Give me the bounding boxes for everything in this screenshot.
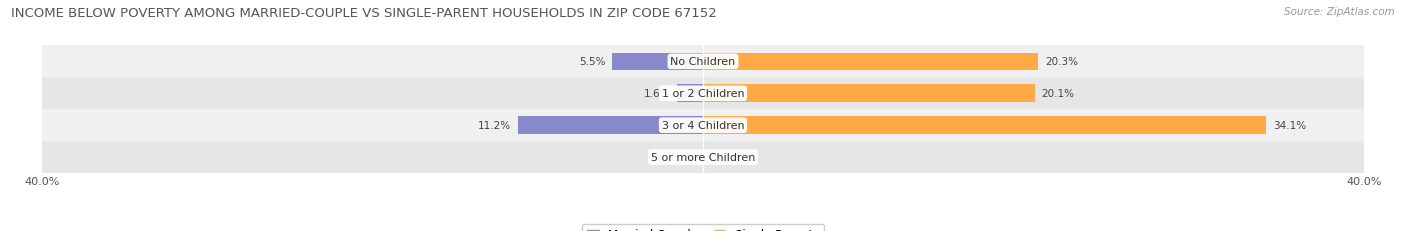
Text: 34.1%: 34.1% xyxy=(1272,121,1306,131)
Text: 1 or 2 Children: 1 or 2 Children xyxy=(662,89,744,99)
Bar xyxy=(703,85,1035,103)
Text: Source: ZipAtlas.com: Source: ZipAtlas.com xyxy=(1284,7,1395,17)
Bar xyxy=(42,141,1364,173)
Bar xyxy=(42,110,1364,141)
Legend: Married Couples, Single Parents: Married Couples, Single Parents xyxy=(582,224,824,231)
Bar xyxy=(42,46,1364,78)
Text: INCOME BELOW POVERTY AMONG MARRIED-COUPLE VS SINGLE-PARENT HOUSEHOLDS IN ZIP COD: INCOME BELOW POVERTY AMONG MARRIED-COUPL… xyxy=(11,7,717,20)
Text: 11.2%: 11.2% xyxy=(478,121,512,131)
Bar xyxy=(612,53,703,71)
Text: 5.5%: 5.5% xyxy=(579,57,606,67)
Text: 20.1%: 20.1% xyxy=(1042,89,1074,99)
Bar xyxy=(703,117,1267,134)
Bar xyxy=(676,85,703,103)
Text: 0.0%: 0.0% xyxy=(710,152,735,162)
Text: 3 or 4 Children: 3 or 4 Children xyxy=(662,121,744,131)
Bar xyxy=(703,53,1039,71)
Text: No Children: No Children xyxy=(671,57,735,67)
Bar xyxy=(42,78,1364,110)
Text: 0.0%: 0.0% xyxy=(671,152,696,162)
Text: 20.3%: 20.3% xyxy=(1045,57,1078,67)
Bar xyxy=(517,117,703,134)
Text: 5 or more Children: 5 or more Children xyxy=(651,152,755,162)
Text: 1.6%: 1.6% xyxy=(644,89,669,99)
